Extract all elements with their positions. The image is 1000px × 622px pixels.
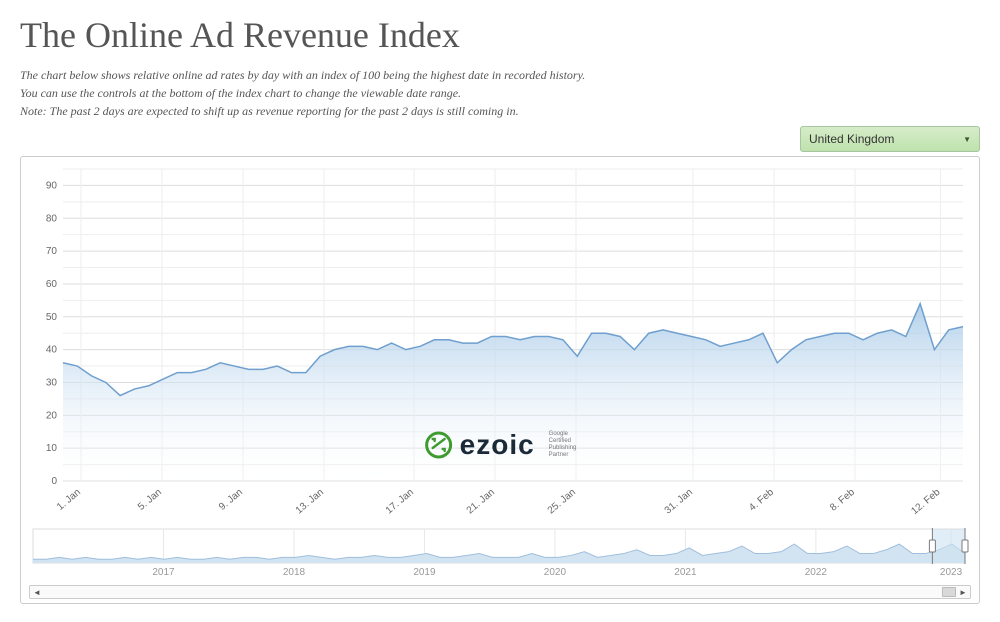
scroll-track[interactable]: [44, 586, 956, 598]
svg-text:2017: 2017: [152, 567, 175, 578]
subtitle-line: The chart below shows relative online ad…: [20, 66, 720, 84]
svg-text:5. Jan: 5. Jan: [136, 487, 164, 513]
range-scrollbar[interactable]: ◄ ►: [29, 585, 971, 599]
svg-text:31. Jan: 31. Jan: [663, 487, 695, 517]
svg-text:25. Jan: 25. Jan: [546, 487, 578, 517]
svg-text:2022: 2022: [805, 567, 828, 578]
svg-text:13. Jan: 13. Jan: [294, 487, 326, 517]
country-dropdown-label: United Kingdom: [809, 132, 894, 146]
svg-text:40: 40: [46, 345, 58, 356]
svg-text:10: 10: [46, 443, 58, 454]
svg-text:20: 20: [46, 410, 58, 421]
partner-line: Publishing: [549, 445, 577, 452]
range-selector[interactable]: 2017 2018 2019 2020 2021 2022 2023: [29, 527, 971, 583]
svg-text:8. Feb: 8. Feb: [828, 487, 857, 514]
watermark-logo: ezoic Google Certified Publishing Partne…: [424, 429, 577, 461]
svg-text:50: 50: [46, 312, 58, 323]
scroll-thumb[interactable]: [942, 587, 956, 597]
svg-text:2023: 2023: [940, 567, 963, 578]
partner-badge: Google Certified Publishing Partner: [549, 431, 577, 460]
svg-text:1. Jan: 1. Jan: [55, 487, 83, 513]
chart-card: 0 10 20 30 40 50 60 70 80 90 1. Jan 5. Jan 9. Jan 13.…: [20, 156, 980, 604]
page-title: The Online Ad Revenue Index: [20, 14, 980, 56]
main-chart-svg: 0 10 20 30 40 50 60 70 80 90 1. Jan 5. Jan 9. Jan 13.…: [29, 163, 969, 523]
partner-line: Partner: [549, 452, 577, 459]
svg-text:30: 30: [46, 377, 58, 388]
partner-line: Certified: [549, 438, 577, 445]
brand-text: ezoic: [460, 429, 535, 461]
svg-text:0: 0: [51, 476, 57, 487]
svg-text:2021: 2021: [674, 567, 697, 578]
svg-text:17. Jan: 17. Jan: [384, 487, 416, 517]
svg-text:12. Feb: 12. Feb: [909, 487, 942, 518]
subtitle-line: Note: The past 2 days are expected to sh…: [20, 102, 720, 120]
svg-text:2019: 2019: [413, 567, 436, 578]
scroll-left-arrow[interactable]: ◄: [30, 586, 44, 598]
chevron-down-icon: ▼: [963, 135, 971, 144]
svg-text:80: 80: [46, 213, 58, 224]
subtitle-line: You can use the controls at the bottom o…: [20, 84, 720, 102]
country-dropdown[interactable]: United Kingdom ▼: [800, 126, 980, 152]
main-chart[interactable]: 0 10 20 30 40 50 60 70 80 90 1. Jan 5. Jan 9. Jan 13.…: [29, 163, 971, 523]
page-subtitle: The chart below shows relative online ad…: [20, 66, 720, 120]
svg-text:21. Jan: 21. Jan: [465, 487, 497, 517]
svg-text:90: 90: [46, 180, 58, 191]
svg-text:9. Jan: 9. Jan: [217, 487, 245, 513]
ezoic-icon: [424, 430, 454, 460]
svg-text:2018: 2018: [283, 567, 306, 578]
partner-line: Google: [549, 431, 577, 438]
svg-text:70: 70: [46, 246, 58, 257]
svg-text:60: 60: [46, 279, 58, 290]
svg-text:2020: 2020: [544, 567, 567, 578]
scroll-right-arrow[interactable]: ►: [956, 586, 970, 598]
svg-text:4. Feb: 4. Feb: [747, 487, 776, 514]
range-selector-svg: 2017 2018 2019 2020 2021 2022 2023: [29, 527, 969, 579]
